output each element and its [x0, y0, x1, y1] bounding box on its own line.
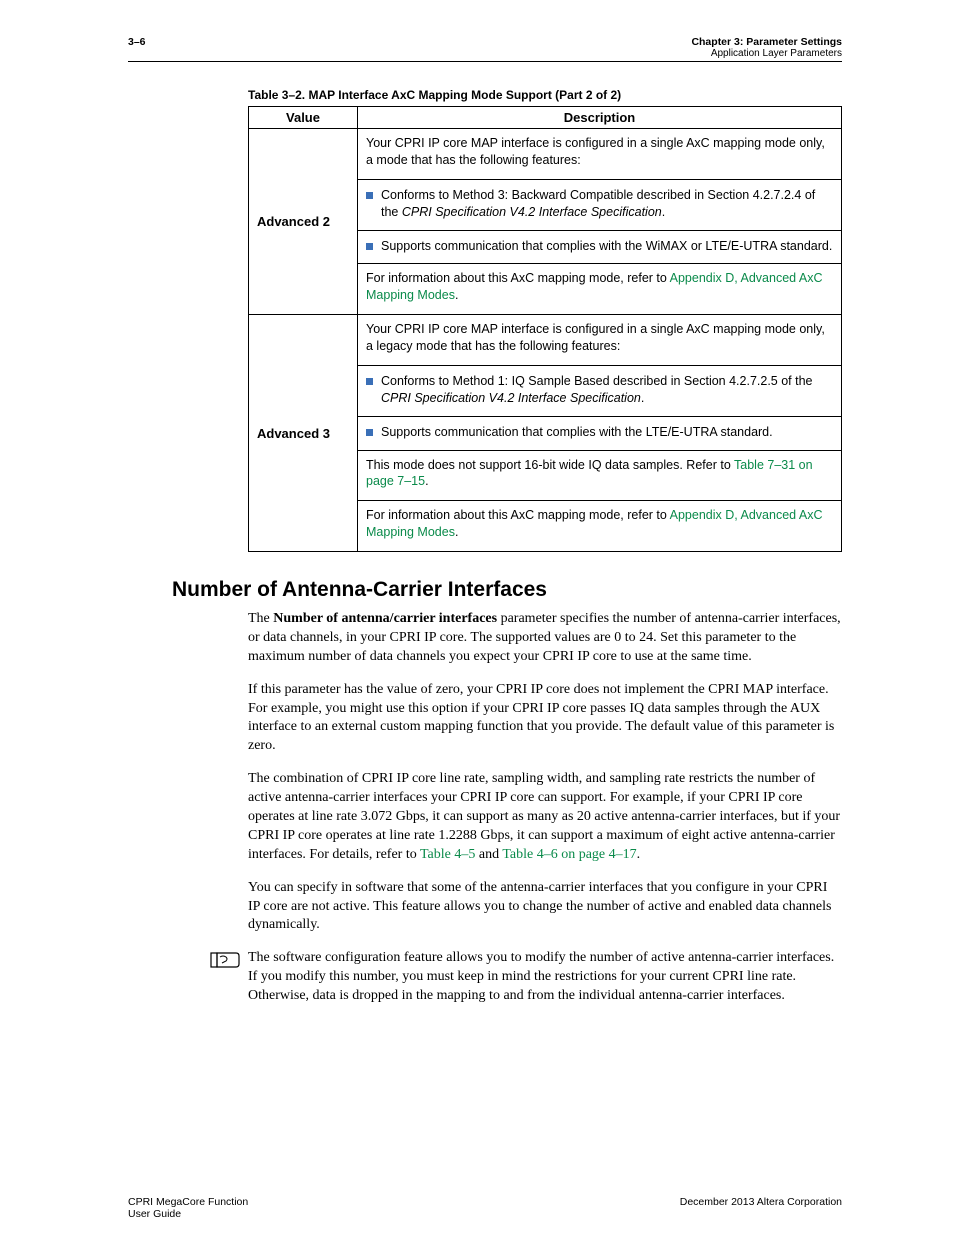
desc-cell: For information about this AxC mapping m…: [358, 501, 842, 552]
desc-text: For information about this AxC mapping m…: [366, 270, 833, 304]
bullet-text: Conforms to Method 3: Backward Compatibl…: [381, 187, 833, 221]
desc-text: Your CPRI IP core MAP interface is confi…: [366, 321, 833, 355]
header-right: Chapter 3: Parameter Settings Applicatio…: [691, 36, 842, 59]
desc-cell: For information about this AxC mapping m…: [358, 264, 842, 315]
desc-cell: Your CPRI IP core MAP interface is confi…: [358, 129, 842, 180]
bullet-item: Supports communication that complies wit…: [366, 424, 833, 441]
doc-title: CPRI MegaCore Function: [128, 1196, 248, 1208]
note-icon: [210, 949, 248, 975]
bullet-text: Supports communication that complies wit…: [381, 424, 773, 441]
desc-text: This mode does not support 16-bit wide I…: [366, 457, 833, 491]
note-text: The software configuration feature allow…: [248, 949, 842, 1006]
desc-cell: Your CPRI IP core MAP interface is confi…: [358, 315, 842, 366]
bullet-icon: [366, 378, 373, 385]
doc-subtitle: User Guide: [128, 1208, 248, 1220]
desc-cell: Supports communication that complies wit…: [358, 416, 842, 450]
table-ref-link[interactable]: Table 4–6 on page 4–17: [502, 847, 636, 862]
bullet-item: Conforms to Method 1: IQ Sample Based de…: [366, 373, 833, 407]
desc-text: Your CPRI IP core MAP interface is confi…: [366, 135, 833, 169]
bullet-item: Supports communication that complies wit…: [366, 238, 833, 255]
value-cell: Advanced 2: [249, 129, 358, 315]
body-paragraph: If this parameter has the value of zero,…: [248, 681, 842, 757]
desc-cell: Conforms to Method 3: Backward Compatibl…: [358, 179, 842, 230]
table-header-row: Value Description: [249, 107, 842, 129]
bullet-icon: [366, 243, 373, 250]
table-row: Advanced 2 Your CPRI IP core MAP interfa…: [249, 129, 842, 180]
footer-right: December 2013 Altera Corporation: [680, 1196, 842, 1220]
body-paragraph: The Number of antenna/carrier interfaces…: [248, 610, 842, 667]
page-number: 3–6: [128, 36, 146, 59]
body-paragraph: You can specify in software that some of…: [248, 879, 842, 936]
bullet-icon: [366, 192, 373, 199]
bullet-text: Supports communication that complies wit…: [381, 238, 832, 255]
col-value: Value: [249, 107, 358, 129]
body-paragraph: The combination of CPRI IP core line rat…: [248, 770, 842, 864]
note-block: The software configuration feature allow…: [210, 949, 842, 1006]
desc-cell: Conforms to Method 1: IQ Sample Based de…: [358, 365, 842, 416]
table-caption: Table 3–2. MAP Interface AxC Mapping Mod…: [248, 88, 842, 102]
table-ref-link[interactable]: Table 4–5: [420, 847, 475, 862]
page-footer: CPRI MegaCore Function User Guide Decemb…: [128, 1196, 842, 1220]
desc-cell: Supports communication that complies wit…: [358, 230, 842, 264]
value-cell: Advanced 3: [249, 315, 358, 552]
chapter-label: Chapter 3: Parameter Settings: [691, 36, 842, 48]
axc-mapping-table: Value Description Advanced 2 Your CPRI I…: [248, 106, 842, 552]
col-desc: Description: [358, 107, 842, 129]
footer-left: CPRI MegaCore Function User Guide: [128, 1196, 248, 1220]
table-row: Advanced 3 Your CPRI IP core MAP interfa…: [249, 315, 842, 366]
desc-cell: This mode does not support 16-bit wide I…: [358, 450, 842, 501]
page-header: 3–6 Chapter 3: Parameter Settings Applic…: [128, 36, 842, 62]
bullet-text: Conforms to Method 1: IQ Sample Based de…: [381, 373, 833, 407]
desc-text: For information about this AxC mapping m…: [366, 507, 833, 541]
section-heading: Number of Antenna-Carrier Interfaces: [172, 578, 842, 602]
bullet-item: Conforms to Method 3: Backward Compatibl…: [366, 187, 833, 221]
section-label: Application Layer Parameters: [691, 48, 842, 59]
bullet-icon: [366, 429, 373, 436]
